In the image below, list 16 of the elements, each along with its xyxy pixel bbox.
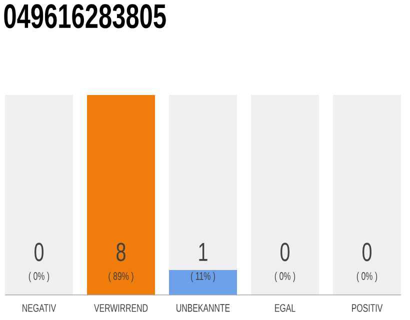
x-tick-label: POSITIV [352,304,383,312]
x-tick-label: VERWIRREND [94,304,148,312]
text: 0 [280,242,290,262]
annotation: ( 11% ) [191,272,215,282]
annotation: ( 0% ) [274,272,296,282]
chart-title: 049616283805 [4,4,166,28]
annotation: ( 0% ) [28,272,50,282]
text: 1 [199,243,208,261]
x-tick-label: NEGATIV [22,304,56,312]
text: 8 [116,242,126,262]
x-tick-label: UNBEKANNTE [176,304,230,312]
text: 0 [34,242,44,262]
annotation: ( 89% ) [108,272,134,282]
annotation: ( 0% ) [356,272,378,282]
x-tick-label: EGAL [275,304,296,312]
text: 0 [362,242,372,262]
